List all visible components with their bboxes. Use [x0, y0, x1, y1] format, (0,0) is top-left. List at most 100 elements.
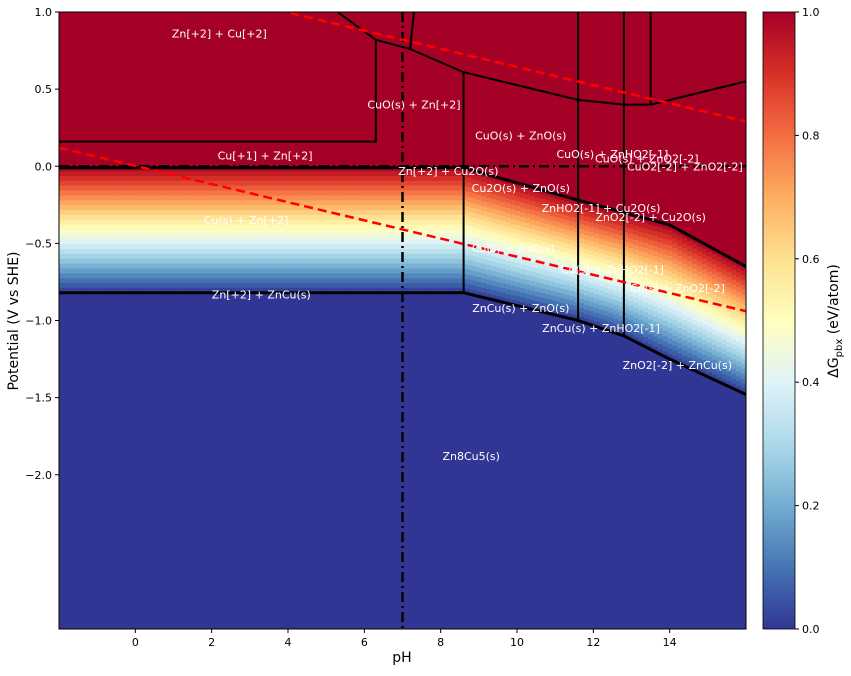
field-cell: [176, 175, 183, 182]
field-cell: [662, 331, 669, 337]
field-cell: [476, 223, 482, 230]
field-cell: [368, 195, 374, 201]
field-cell: [598, 323, 605, 329]
field-cell: [485, 202, 492, 208]
field-cell: [741, 265, 746, 271]
field-cell: [741, 363, 746, 370]
field-cell: [741, 279, 746, 286]
field-cell: [412, 239, 418, 245]
field-cell: [701, 324, 708, 331]
field-cell: [466, 177, 472, 183]
field-cell: [132, 171, 139, 177]
field-cell: [201, 287, 207, 294]
field-cell: [196, 219, 202, 226]
field-cell: [593, 242, 600, 248]
field-cell: [500, 287, 507, 294]
field-cell: [162, 214, 168, 221]
field-cell: [255, 205, 261, 211]
field-cell: [647, 259, 654, 266]
field-cell: [427, 185, 433, 192]
field-cell: [741, 349, 746, 355]
field-cell: [245, 210, 251, 216]
field-cell: [579, 215, 585, 221]
field-cell: [633, 317, 639, 324]
field-cell: [495, 205, 502, 211]
field-cell: [431, 268, 438, 274]
field-cell: [657, 252, 664, 259]
x-tick-label: 2: [208, 636, 215, 649]
field-cell: [314, 239, 320, 245]
field-cell: [692, 350, 698, 356]
field-cell: [59, 219, 65, 226]
field-cell: [623, 222, 629, 228]
field-cell: [471, 285, 477, 291]
field-cell: [279, 200, 286, 206]
field-cell: [289, 171, 296, 177]
field-cell: [284, 253, 291, 260]
field-cell: [127, 263, 134, 270]
field-cell: [476, 243, 482, 249]
field-cell: [436, 234, 443, 240]
field-cell: [68, 200, 75, 206]
field-cell: [147, 239, 153, 245]
field-cell: [387, 180, 394, 187]
field-cell: [706, 347, 713, 353]
field-cell: [98, 195, 104, 201]
field-cell: [441, 219, 448, 226]
field-cell: [279, 214, 286, 221]
field-cell: [196, 239, 202, 245]
field-cell: [569, 305, 575, 311]
field-cell: [481, 191, 487, 197]
field-cell: [559, 302, 566, 308]
field-cell: [328, 214, 335, 221]
field-cell: [741, 299, 746, 306]
field-cell: [598, 281, 605, 287]
field-cell: [436, 205, 443, 211]
field-cell: [706, 311, 713, 318]
field-cell: [476, 281, 482, 288]
field-cell: [387, 258, 394, 265]
field-cell: [427, 180, 433, 187]
field-cell: [137, 210, 144, 216]
field-cell: [319, 214, 325, 221]
field-cell-top: [441, 12, 448, 167]
field-cell-top: [564, 12, 570, 198]
field-cell-top: [677, 12, 683, 231]
field-cell: [530, 215, 536, 221]
field-cell: [98, 185, 104, 192]
field-cell: [427, 263, 433, 270]
field-cell: [191, 263, 197, 270]
field-cell: [255, 214, 261, 221]
field-cell: [505, 217, 512, 223]
field-cell: [78, 239, 85, 245]
field-cell: [672, 268, 678, 275]
field-cell: [265, 210, 271, 216]
field-cell: [112, 268, 119, 274]
field-cell: [181, 195, 188, 201]
field-cell: [647, 239, 654, 246]
field-cell: [373, 287, 379, 294]
field-cell: [270, 248, 276, 255]
field-cell: [559, 293, 566, 299]
field-cell: [721, 254, 727, 261]
field-cell: [284, 190, 291, 197]
field-cell: [726, 306, 732, 313]
field-cell: [368, 205, 374, 211]
field-cell: [377, 229, 384, 235]
field-cell: [397, 278, 404, 284]
field-cell: [638, 226, 644, 233]
field-cell: [206, 283, 212, 289]
field-cell: [108, 214, 114, 221]
field-cell: [701, 304, 708, 311]
field-cell: [677, 266, 683, 273]
field-cell: [701, 263, 708, 270]
field-cell: [451, 287, 458, 294]
field-cell: [181, 190, 188, 197]
field-cell: [574, 246, 580, 252]
field-cell: [579, 279, 585, 286]
field-cell: [211, 253, 217, 260]
field-cell: [485, 212, 492, 218]
field-cell: [220, 214, 227, 221]
field-cell: [220, 185, 227, 192]
field-cell: [333, 278, 340, 284]
